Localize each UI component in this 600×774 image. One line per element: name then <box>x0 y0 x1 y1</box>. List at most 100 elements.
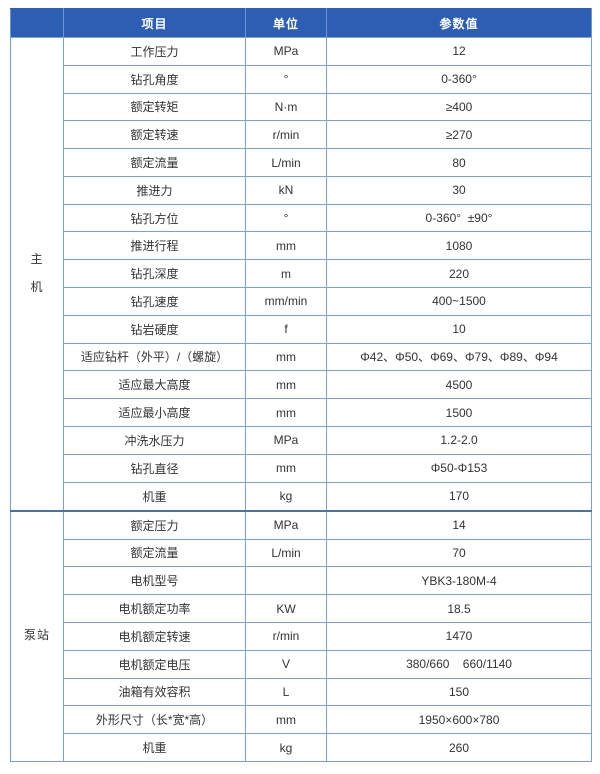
cell-value: 1.2-2.0 <box>326 425 592 455</box>
cell-item: 工作压力 <box>63 37 246 66</box>
table-row: 额定流量 L/min 70 <box>11 538 592 568</box>
cell-item: 钻孔深度 <box>63 259 246 289</box>
cell-value: 1500 <box>326 398 592 427</box>
cell-value: ≥400 <box>326 92 592 122</box>
cell-item: 电机型号 <box>63 566 246 596</box>
cell-unit: MPa <box>245 425 327 455</box>
table-row: 机重 kg 260 <box>11 733 592 762</box>
cell-unit: MPa <box>245 37 327 66</box>
table-row: 钻岩硬度 f 10 <box>11 314 592 344</box>
cell-item: 电机额定电压 <box>63 649 246 679</box>
table-row: 电机型号 YBK3-180M-4 <box>11 566 592 596</box>
spec-table-body: 主机工作压力 MPa 12 钻孔角度 ° 0-360° 额定转矩 N·m ≥400 额定转速 r/m… <box>10 36 592 762</box>
cell-unit: MPa <box>245 509 327 540</box>
cell-unit: kg <box>245 733 327 762</box>
cell-item: 电机额定转速 <box>63 621 246 651</box>
cell-unit: kg <box>245 481 327 512</box>
cell-item: 适应最大高度 <box>63 370 246 400</box>
table-row: 泵站 额定压力 MPa 14 <box>10 509 592 762</box>
table-row: 额定流量 L/min 80 <box>11 148 592 177</box>
cell-unit: mm <box>245 705 327 735</box>
cell-value: 400~1500 <box>326 287 592 316</box>
cell-unit: kN <box>245 175 327 205</box>
cell-value: 18.5 <box>326 594 592 623</box>
cell-item: 适应最小高度 <box>63 398 246 427</box>
cell-item: 油箱有效容积 <box>63 677 246 707</box>
spec-table-header: 项目 单位 参数值 <box>10 8 592 38</box>
cell-item: 额定流量 <box>63 538 246 568</box>
cell-item: 钻孔速度 <box>63 287 246 316</box>
table-row: 油箱有效容积 L 150 <box>11 677 592 707</box>
cell-item: 外形尺寸（长*宽*高） <box>63 705 246 735</box>
cell-unit: mm <box>245 398 327 427</box>
cell-value: 0-360° ±90° <box>326 203 592 233</box>
cell-value: ≥270 <box>326 120 592 150</box>
table-row: 机重 kg 170 <box>11 481 592 512</box>
cell-unit: V <box>245 649 327 679</box>
cell-item: 电机额定功率 <box>63 594 246 623</box>
cell-value: 0-360° <box>326 64 592 94</box>
table-row: 推进力 kN 30 <box>11 175 592 205</box>
cell-value: 1080 <box>326 231 592 261</box>
table-row: 适应最小高度 mm 1500 <box>11 398 592 427</box>
cell-unit <box>245 566 327 596</box>
cell-item: 钻孔直径 <box>63 453 246 483</box>
cell-item: 钻孔方位 <box>63 203 246 233</box>
row-group-label: 主机 <box>10 36 64 512</box>
table-row: 冲洗水压力 MPa 1.2-2.0 <box>11 425 592 455</box>
header-cell-value: 参数值 <box>326 8 592 38</box>
table-row: 钻孔直径 mm Φ50-Φ153 <box>11 453 592 483</box>
header-cell-group <box>10 8 64 38</box>
cell-unit: ° <box>245 64 327 94</box>
cell-item: 额定转矩 <box>63 92 246 122</box>
cell-unit: L <box>245 677 327 707</box>
cell-item: 机重 <box>63 481 246 512</box>
cell-unit: KW <box>245 594 327 623</box>
cell-value: 220 <box>326 259 592 289</box>
cell-unit: L/min <box>245 538 327 568</box>
header-row: 项目 单位 参数值 <box>10 8 592 38</box>
cell-unit: r/min <box>245 621 327 651</box>
cell-value: 70 <box>326 538 592 568</box>
cell-item: 推进行程 <box>63 231 246 261</box>
cell-unit: mm/min <box>245 287 327 316</box>
cell-item: 机重 <box>63 733 246 762</box>
header-cell-unit: 单位 <box>245 8 327 38</box>
table-row: 主机工作压力 MPa 12 <box>10 36 592 512</box>
cell-value: YBK3-180M-4 <box>326 566 592 596</box>
cell-value: 1470 <box>326 621 592 651</box>
cell-unit: f <box>245 314 327 344</box>
cell-unit: L/min <box>245 148 327 177</box>
cell-value: 4500 <box>326 370 592 400</box>
cell-item: 额定压力 <box>63 509 246 540</box>
table-row: 钻孔角度 ° 0-360° <box>11 64 592 94</box>
spec-table: 项目 单位 参数值 主机工作压力 MPa 12 钻孔角度 ° 0-360° 额定转矩 N·m ≥… <box>10 8 592 762</box>
cell-item: 推进力 <box>63 175 246 205</box>
cell-unit: ° <box>245 203 327 233</box>
cell-value: 80 <box>326 148 592 177</box>
cell-value: Φ50-Φ153 <box>326 453 592 483</box>
cell-unit: mm <box>245 231 327 261</box>
cell-unit: mm <box>245 370 327 400</box>
cell-item: 钻岩硬度 <box>63 314 246 344</box>
header-cell-item: 项目 <box>63 8 246 38</box>
cell-unit: N·m <box>245 92 327 122</box>
cell-value: 1950×600×780 <box>326 705 592 735</box>
table-row: 适应钻杆（外平）/（螺旋） mm Φ42、Φ50、Φ69、Φ79、Φ89、Φ94 <box>11 342 592 372</box>
cell-value: 150 <box>326 677 592 707</box>
table-row: 钻孔深度 m 220 <box>11 259 592 289</box>
cell-value: 30 <box>326 175 592 205</box>
cell-value: 10 <box>326 314 592 344</box>
cell-item: 钻孔角度 <box>63 64 246 94</box>
cell-unit: mm <box>245 342 327 372</box>
cell-unit: mm <box>245 453 327 483</box>
table-row: 电机额定转速 r/min 1470 <box>11 621 592 651</box>
table-row: 钻孔方位 ° 0-360° ±90° <box>11 203 592 233</box>
table-row: 适应最大高度 mm 4500 <box>11 370 592 400</box>
cell-value: 170 <box>326 481 592 512</box>
table-row: 额定转速 r/min ≥270 <box>11 120 592 150</box>
table-row: 推进行程 mm 1080 <box>11 231 592 261</box>
cell-item: 额定转速 <box>63 120 246 150</box>
table-row: 电机额定功率 KW 18.5 <box>11 594 592 623</box>
